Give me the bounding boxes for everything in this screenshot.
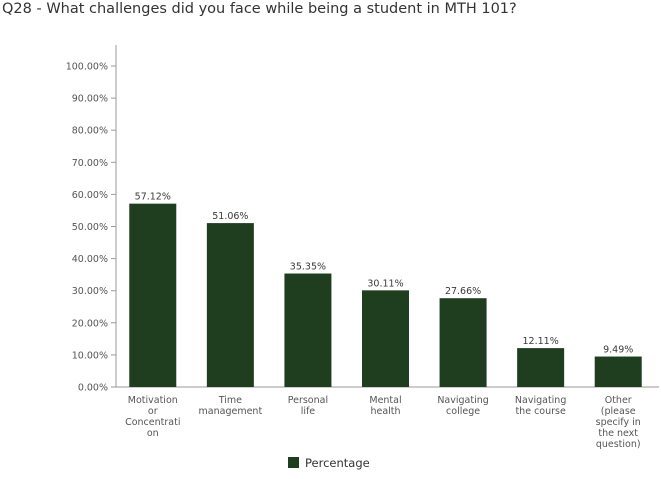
bar-value-label: 12.11% — [523, 336, 559, 347]
bar — [439, 298, 487, 387]
y-tick-label: 70.00% — [72, 158, 108, 169]
bar-value-label: 57.12% — [135, 192, 171, 203]
x-category-label-line: the course — [515, 406, 566, 417]
x-category-label-line: Motivation — [128, 395, 178, 406]
y-tick-label: 0.00% — [78, 383, 108, 394]
x-category-label: Navigating the course — [515, 395, 566, 417]
bar — [594, 356, 642, 387]
x-category-label: Time management — [199, 395, 263, 417]
x-category-label-line: Other — [605, 395, 632, 406]
y-tick-label: 30.00% — [72, 286, 108, 297]
y-tick-label: 100.00% — [66, 62, 108, 73]
x-category-label-line: Time — [218, 395, 242, 406]
x-category-label-line: management — [199, 406, 263, 417]
x-category-label-line: (please — [601, 406, 636, 417]
bar — [284, 273, 332, 387]
y-tick-label: 60.00% — [72, 190, 108, 201]
legend-swatch — [288, 457, 299, 468]
x-category-label-line: Personal — [288, 395, 328, 406]
y-tick-label: 80.00% — [72, 126, 108, 137]
x-category-label-line: health — [370, 406, 400, 417]
x-category-label: Other (please specify in the next question) — [596, 395, 641, 450]
bar — [517, 348, 565, 387]
x-category-label-line: the next — [598, 428, 638, 439]
bar — [362, 290, 409, 387]
y-tick-label: 90.00% — [72, 94, 108, 105]
x-category-label-line: Mental — [369, 395, 401, 406]
y-tick-label: 20.00% — [72, 318, 108, 329]
x-category-label-line: Navigating — [437, 395, 488, 406]
bar-value-label: 51.06% — [212, 211, 248, 222]
x-category-label: Mental health — [369, 395, 401, 417]
x-category-label-line: Navigating — [515, 395, 566, 406]
bar-value-label: 9.49% — [603, 345, 633, 356]
y-tick-label: 50.00% — [72, 222, 108, 233]
bar-value-label: 27.66% — [445, 286, 481, 297]
chart-title: Q28 - What challenges did you face while… — [2, 1, 517, 17]
bar-value-label: 35.35% — [290, 262, 326, 273]
legend-label: Percentage — [305, 456, 370, 470]
bar — [206, 223, 254, 387]
x-category-label: Navigating college — [437, 395, 488, 417]
y-tick-label: 10.00% — [72, 350, 108, 361]
bar — [129, 203, 177, 387]
x-category-label-line: or — [148, 406, 158, 417]
x-category-label-line: life — [301, 406, 316, 417]
y-tick-label: 40.00% — [72, 254, 108, 265]
x-category-label-line: college — [446, 406, 480, 417]
x-category-label-line: specify in — [596, 417, 641, 428]
x-category-label-line: on — [147, 428, 159, 439]
x-category-label-line: Concentrati — [125, 417, 180, 428]
x-category-label: Motivation or Concentrati on — [125, 395, 180, 439]
x-category-label: Personal life — [288, 395, 328, 417]
x-category-label-line: question) — [596, 439, 641, 450]
bar-value-label: 30.11% — [367, 278, 403, 289]
